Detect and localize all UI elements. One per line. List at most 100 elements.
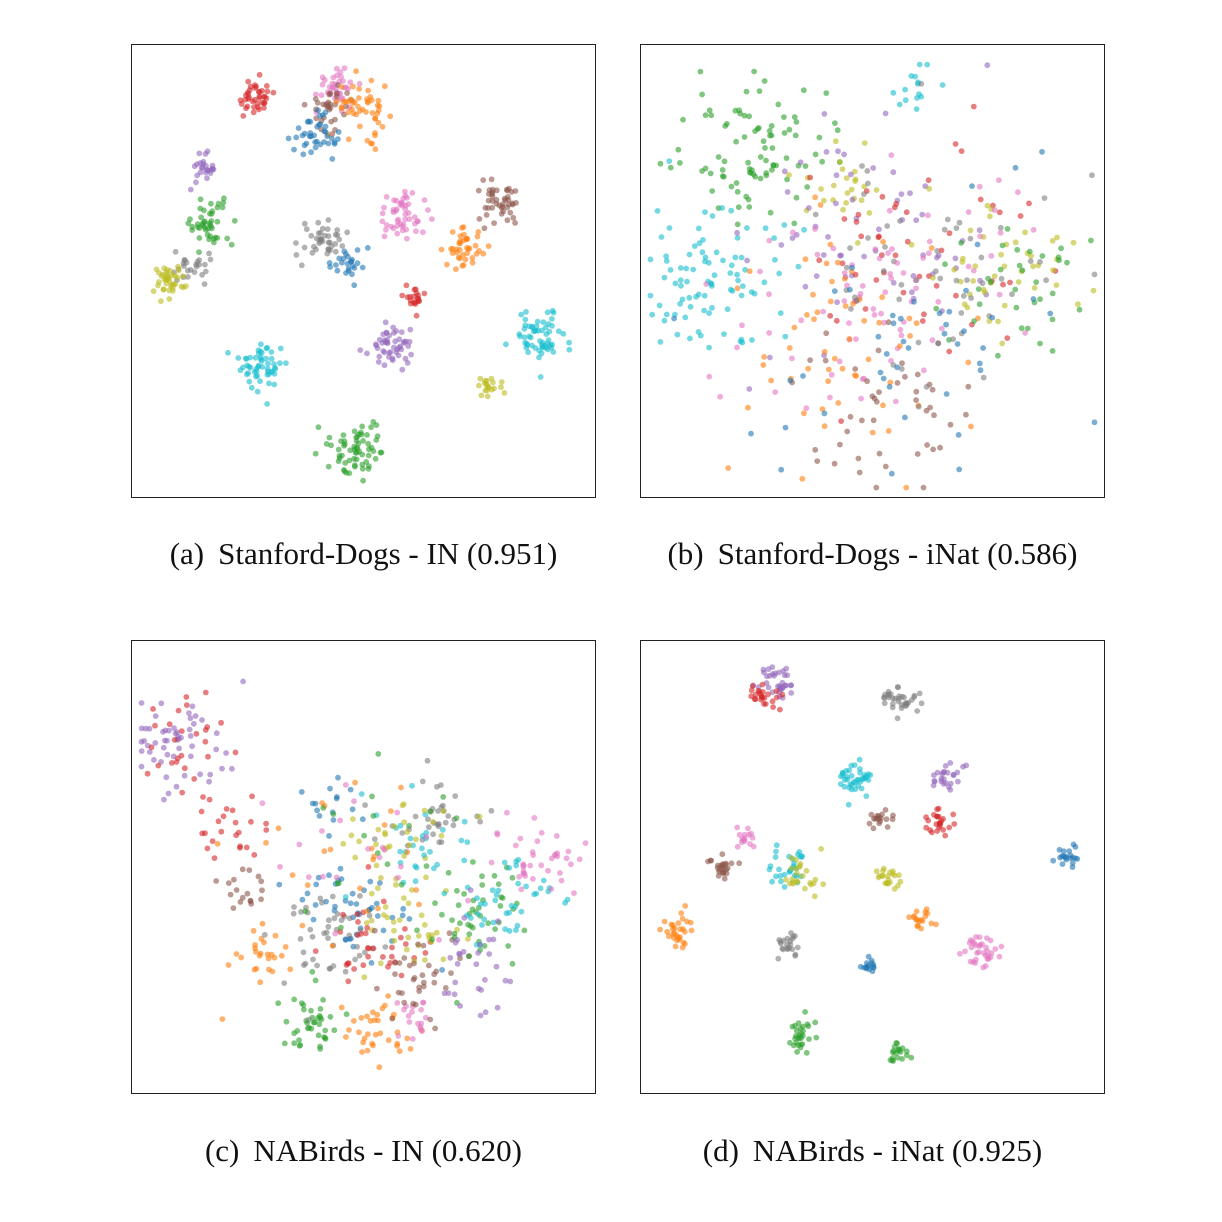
scatter-point-brown [913,397,919,403]
scatter-point-cyan [729,288,736,294]
scatter-point-orange [375,97,382,104]
scatter-point-olive [180,273,186,279]
scatter-point-orange [356,86,362,92]
scatter-point-green [449,917,455,923]
scatter-point-pink [538,862,545,869]
caption-c-text: NABirds - IN (0.620) [253,1133,523,1168]
scatter-point-cyan [777,310,784,316]
scatter-point-brown [920,484,927,491]
scatter-point-green [903,1052,910,1059]
scatter-point-cyan [721,331,727,337]
scatter-point-olive [821,197,827,204]
scatter-point-red [351,966,357,972]
scatter-point-olive [484,393,491,400]
scatter-point-olive [484,387,490,394]
scatter-point-cyan [533,890,540,897]
scatter-point-red [934,813,941,820]
scatter-point-blue [1072,844,1079,850]
scatter-point-orange [251,966,258,973]
scatter-point-gray [326,965,333,972]
scatter-point-gray [291,904,297,910]
scatter-point-gray [944,216,951,223]
scatter-point-purple [240,678,246,685]
scatter-point-purple [841,151,847,158]
scatter-point-purple [387,349,394,355]
scatter-point-blue [399,912,406,919]
scatter-point-red [938,247,945,254]
scatter-point-pink [836,358,843,365]
scatter-point-brown [822,357,829,364]
scatter-point-purple [963,762,970,769]
scatter-point-brown [420,942,427,949]
scatter-point-orange [804,312,810,318]
scatter-point-purple [890,169,897,176]
scatter-point-brown [963,411,969,418]
scatter-point-purple [376,353,383,360]
scatter-point-pink [881,319,887,326]
scatter-point-olive [375,826,382,833]
scatter-point-purple [475,950,482,956]
scatter-point-red [398,972,405,979]
scatter-point-olive [484,382,491,389]
scatter-point-green [971,318,977,324]
scatter-point-brown [482,204,489,211]
scatter-point-purple [399,366,406,373]
scatter-point-orange [903,484,910,491]
scatter-point-gray [313,235,320,242]
caption-b-text: Stanford-Dogs - iNat (0.586) [717,536,1078,571]
scatter-point-orange [356,1029,362,1036]
scatter-point-orange [675,920,682,926]
scatter-point-red [413,312,420,319]
axes-frame [131,640,596,1094]
scatter-point-green [354,433,361,440]
scatter-point-pink [394,809,401,816]
scatter-point-red [402,941,409,947]
scatter-point-orange [250,927,257,934]
scatter-point-gray [311,243,317,250]
scatter-point-pink [406,216,413,223]
scatter-point-pink [938,325,945,332]
scatter-point-pink [409,190,416,196]
scatter-point-purple [186,726,193,733]
scatter-point-orange [448,246,454,252]
scatter-point-olive [991,273,998,280]
scatter-point-brown [509,200,516,207]
scatter-point-green [1037,296,1043,303]
scatter-point-gray [317,895,324,902]
scatter-point-pink [798,317,805,324]
scatter-point-brown [230,905,237,911]
scatter-point-green [281,1040,288,1047]
scatter-point-pink [517,835,524,842]
scatter-point-gray [356,952,363,959]
scatter-point-orange [258,935,265,942]
scatter-point-orange [367,1017,374,1024]
scatter-point-purple [954,769,961,776]
scatter-point-pink [538,829,545,836]
scatter-point-gray [339,243,346,249]
scatter-point-orange [385,993,391,999]
scatter-point-blue [787,377,794,384]
scatter-point-brown [374,985,380,992]
scatter-point-pink [857,290,864,297]
scatter-point-blue [865,953,872,960]
scatter-point-blue [342,936,349,943]
scatter-point-brown [225,880,232,886]
scatter-point-cyan [515,880,521,887]
scatter-point-blue [869,960,875,967]
scatter-point-olive [879,872,886,879]
scatter-point-green [398,881,405,888]
scatter-point-blue [1069,864,1076,870]
scatter-point-green [211,239,217,246]
scatter-point-green [429,936,435,943]
scatter-point-olive [401,853,408,859]
scatter-point-green [461,891,467,897]
scatter-point-blue [936,310,943,317]
scatter-point-purple [482,1009,489,1016]
scatter-point-orange [375,119,382,126]
scatter-point-cyan [540,877,547,884]
scatter-point-brown [258,878,265,885]
axes-frame [640,640,1105,1094]
scatter-point-blue [671,315,677,322]
scatter-point-cyan [773,873,779,880]
scatter-point-purple [910,273,917,279]
